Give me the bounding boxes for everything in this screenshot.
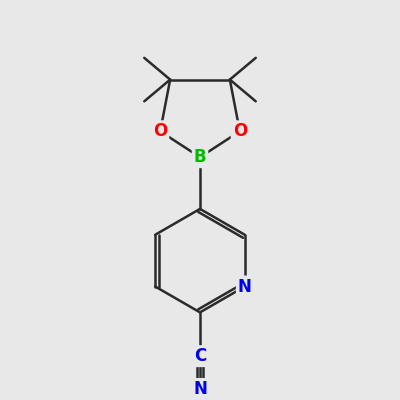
Text: N: N bbox=[238, 278, 252, 296]
Text: O: O bbox=[153, 122, 167, 140]
Text: O: O bbox=[233, 122, 247, 140]
Text: N: N bbox=[193, 380, 207, 398]
Text: B: B bbox=[194, 148, 206, 166]
Text: C: C bbox=[194, 347, 206, 365]
